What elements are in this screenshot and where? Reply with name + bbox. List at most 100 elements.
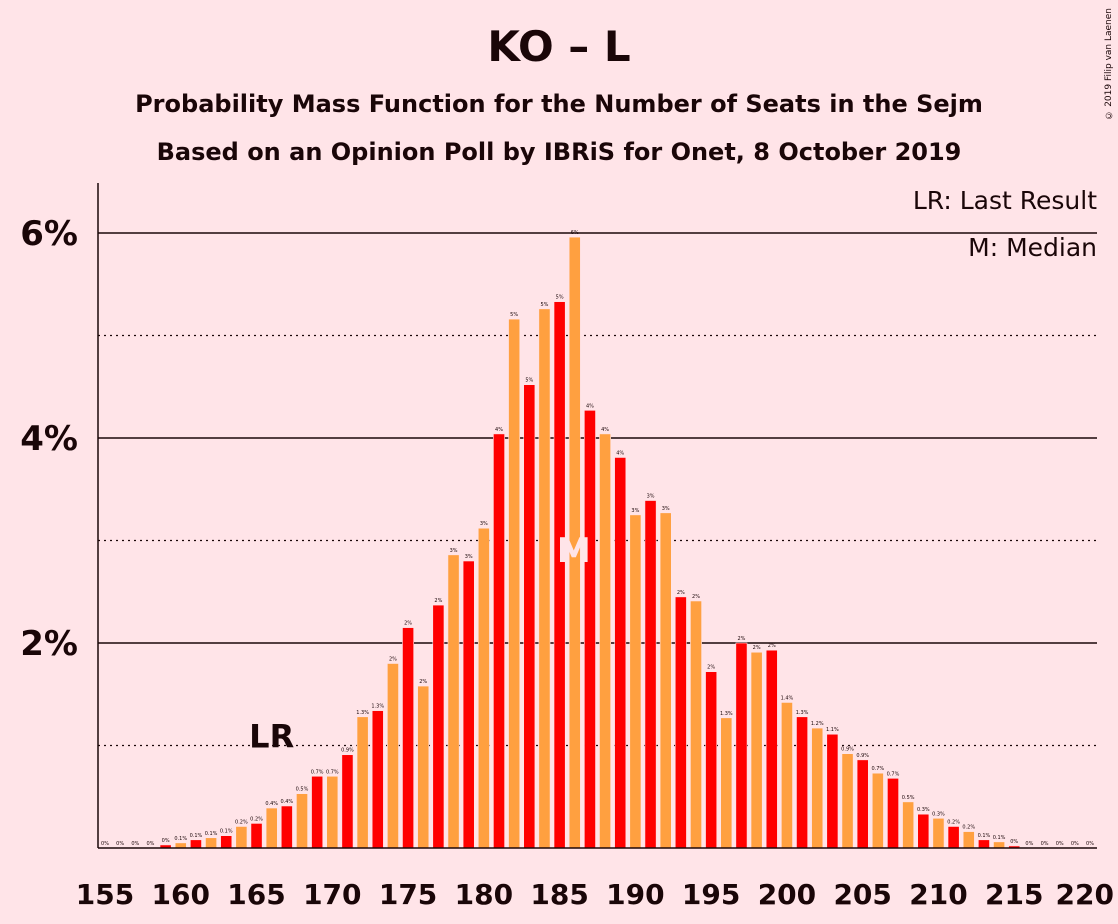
x-tick-label: 220 (1056, 878, 1114, 911)
bar-label-seat-187: 4% (586, 403, 594, 409)
bar-label-seat-163: 0.1% (220, 829, 233, 835)
bar-label-seat-212: 0.2% (962, 825, 975, 831)
bar-seat-160 (174, 842, 187, 849)
bar-seat-174 (387, 663, 399, 849)
bar-label-seat-208: 0.5% (902, 795, 915, 801)
bar-label-seat-195: 2% (707, 665, 715, 671)
bar-label-seat-178: 3% (450, 548, 458, 554)
x-tick-label: 200 (758, 878, 816, 911)
bar-label-seat-156: 0% (116, 841, 124, 847)
bar-label-seat-189: 4% (616, 450, 624, 456)
bar-seat-192 (659, 512, 672, 849)
y-tick-labels: 2% 4% 6% (20, 214, 78, 664)
bar-seat-213 (978, 839, 990, 849)
bar-label-seat-186: 6% (571, 230, 579, 236)
bar-seat-161 (190, 839, 202, 849)
bar-seat-202 (811, 727, 824, 849)
x-tick-label: 210 (909, 878, 967, 911)
bar-label-seat-162: 0.1% (205, 831, 218, 837)
bar-seat-199 (765, 649, 778, 849)
bar-label-seat-158: 0% (146, 841, 154, 847)
axes (97, 183, 1097, 849)
bar-seat-176 (417, 685, 430, 849)
bar-seat-208 (902, 801, 915, 849)
bar-label-seat-164: 0.2% (235, 819, 248, 825)
bar-seat-207 (887, 777, 899, 849)
bar-seat-190 (629, 514, 642, 849)
bar-seat-169 (311, 775, 324, 849)
bar-label-seat-210: 0.3% (932, 811, 945, 817)
x-tick-labels: 155 160 165 170 175 180 185 190 195 200 205 210 215 2… (76, 878, 1114, 911)
bar-label-seat-211: 0.2% (947, 819, 960, 825)
bar-label-seat-172: 1.3% (356, 710, 369, 716)
y-tick-label: 4% (20, 419, 78, 459)
bar-label-seat-169: 0.7% (311, 769, 324, 775)
bar-seat-182 (508, 318, 521, 849)
bar-label-seat-202: 1.2% (811, 721, 824, 727)
x-tick-label: 155 (76, 878, 134, 911)
bar-seat-187 (584, 410, 596, 849)
x-tick-label: 190 (606, 878, 664, 911)
bar-seat-168 (296, 793, 308, 849)
bar-label-seat-200: 1.4% (781, 695, 794, 701)
bar-label-seat-197: 2% (737, 636, 745, 642)
chart-subtitle: Probability Mass Function for the Number… (135, 90, 983, 118)
bar-label-seat-216: 0% (1025, 841, 1033, 847)
bar-seat-191 (644, 500, 657, 849)
bar-seat-180 (477, 527, 490, 849)
median-marker: M (557, 531, 591, 571)
bar-seat-165 (250, 823, 263, 849)
bar-label-seat-217: 0% (1041, 841, 1049, 847)
bar-label-seat-196: 1.3% (720, 711, 733, 717)
bar-label-seat-201: 1.3% (796, 710, 809, 716)
x-tick-label: 160 (152, 878, 210, 911)
bar-seat-177 (432, 604, 445, 849)
bar-label-seat-165: 0.2% (250, 816, 263, 822)
bar-label-seat-166: 0.4% (265, 801, 278, 807)
bar-seat-171 (341, 754, 354, 849)
y-tick-label: 2% (20, 624, 78, 664)
bar-seat-201 (796, 716, 808, 849)
bar-seat-172 (356, 716, 369, 849)
bar-label-seat-174: 2% (389, 657, 397, 663)
bar-seat-188 (599, 433, 611, 849)
bar-label-seat-179: 3% (465, 554, 473, 560)
bar-label-seat-209: 0.3% (917, 807, 930, 813)
bar-label-seat-198: 2% (753, 645, 761, 651)
bar-label-seat-204: 0.9% (841, 747, 854, 753)
bar-label-seat-215: 0% (1010, 839, 1018, 845)
bar-label-seat-199: 2% (768, 643, 776, 649)
bar-label-seat-183: 5% (525, 378, 533, 384)
x-tick-label: 195 (682, 878, 740, 911)
bar-seat-198 (750, 651, 763, 849)
chart-subtitle-source: Based on an Opinion Poll by IBRiS for On… (156, 138, 962, 166)
bar-seat-211 (947, 826, 960, 849)
bar-seat-189 (614, 457, 627, 849)
x-tick-label: 215 (985, 878, 1043, 911)
bar-seat-200 (781, 702, 793, 849)
bar-label-seat-218: 0% (1056, 841, 1064, 847)
bar-seat-197 (735, 642, 748, 849)
bar-label-seat-185: 5% (556, 295, 564, 301)
legend-median: M: Median (968, 233, 1097, 262)
last-result-marker: LR (249, 718, 294, 756)
bar-label-seat-184: 5% (540, 302, 548, 308)
bar-seat-164 (235, 826, 248, 849)
bar-seat-185 (553, 301, 566, 849)
bar-seat-212 (962, 831, 975, 849)
bar-seat-205 (856, 759, 869, 849)
bar-label-seat-214: 0.1% (993, 835, 1006, 841)
x-tick-label: 175 (379, 878, 437, 911)
legend-last-result: LR: Last Result (913, 186, 1097, 215)
bar-seat-183 (523, 384, 536, 849)
bar-label-seat-161: 0.1% (190, 833, 203, 839)
bar-seat-209 (917, 813, 930, 849)
bar-label-seat-207: 0.7% (887, 771, 900, 777)
bar-seat-167 (280, 805, 293, 849)
bar-label-seat-171: 0.9% (341, 748, 354, 754)
bar-label-seat-160: 0.1% (174, 836, 187, 842)
bar-seat-170 (326, 775, 339, 849)
bar-label-seat-191: 3% (647, 494, 655, 500)
bar-label-seat-177: 2% (434, 598, 442, 604)
